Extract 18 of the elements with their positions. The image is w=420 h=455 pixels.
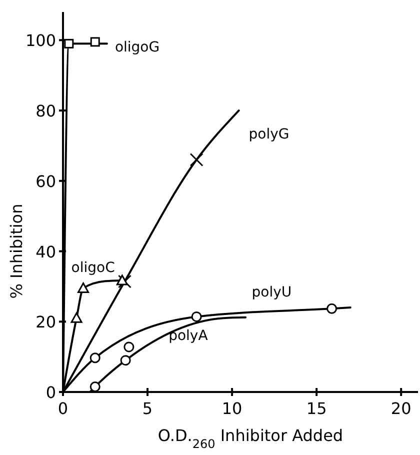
series-label: polyG: [248, 126, 290, 143]
y-axis-title: % Inhibition: [7, 204, 26, 299]
x-tick-label: 0: [58, 399, 68, 418]
y-tick-label: 80: [36, 102, 56, 121]
series-label: oligoC: [71, 260, 116, 276]
y-tick-label: 20: [36, 312, 56, 332]
y-tick-label: 100: [25, 31, 56, 50]
x-tick-label: 5: [142, 399, 153, 418]
series-label: oligoG: [114, 40, 160, 56]
series-label: polyU: [252, 284, 292, 301]
y-tick-label: 0: [46, 383, 56, 402]
x-tick-label: 15: [306, 399, 327, 418]
x-tick-label: 10: [222, 399, 242, 418]
y-tick-label: 40: [36, 242, 56, 262]
x-tick-label: 20: [390, 399, 412, 418]
x-axis-title: O.D.$_{260}$ Inhibitor Added: [158, 426, 344, 451]
series-label: polyA: [168, 328, 208, 344]
y-tick-label: 60: [36, 172, 56, 191]
